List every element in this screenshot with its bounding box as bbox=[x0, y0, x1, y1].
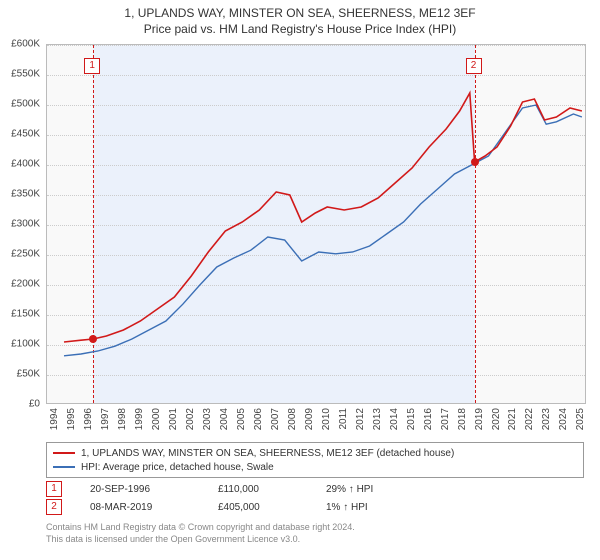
y-tick-label: £600K bbox=[0, 39, 40, 50]
legend-swatch-price-paid bbox=[53, 452, 75, 454]
legend-swatch-hpi bbox=[53, 466, 75, 468]
event-marker-box: 1 bbox=[84, 58, 100, 74]
footer-line1: Contains HM Land Registry data © Crown c… bbox=[46, 522, 355, 534]
y-tick-label: £0 bbox=[0, 399, 40, 410]
legend-row-hpi: HPI: Average price, detached house, Swal… bbox=[53, 460, 577, 474]
event-row-2: 2 08-MAR-2019 £405,000 1% ↑ HPI bbox=[46, 498, 426, 516]
event-dot bbox=[89, 335, 97, 343]
series-price_paid bbox=[64, 93, 582, 342]
event-hpi-delta: 29% ↑ HPI bbox=[326, 484, 426, 495]
y-tick-label: £250K bbox=[0, 249, 40, 260]
footer-line2: This data is licensed under the Open Gov… bbox=[46, 534, 355, 546]
event-date: 20-SEP-1996 bbox=[90, 484, 190, 495]
event-marker-icon: 1 bbox=[46, 481, 62, 497]
event-marker-icon: 2 bbox=[46, 499, 62, 515]
event-price: £405,000 bbox=[218, 502, 298, 513]
line-series-svg bbox=[47, 45, 587, 405]
title-main: 1, UPLANDS WAY, MINSTER ON SEA, SHEERNES… bbox=[0, 6, 600, 20]
y-tick-label: £200K bbox=[0, 279, 40, 290]
plot-area: 12 £0£50K£100K£150K£200K£250K£300K£350K£… bbox=[46, 44, 586, 404]
events-table: 1 20-SEP-1996 £110,000 29% ↑ HPI 2 08-MA… bbox=[46, 480, 426, 516]
title-block: 1, UPLANDS WAY, MINSTER ON SEA, SHEERNES… bbox=[0, 0, 600, 36]
y-tick-label: £350K bbox=[0, 189, 40, 200]
event-row-1: 1 20-SEP-1996 £110,000 29% ↑ HPI bbox=[46, 480, 426, 498]
legend-row-price-paid: 1, UPLANDS WAY, MINSTER ON SEA, SHEERNES… bbox=[53, 446, 577, 460]
y-tick-label: £150K bbox=[0, 309, 40, 320]
event-dot bbox=[471, 158, 479, 166]
legend-label-price-paid: 1, UPLANDS WAY, MINSTER ON SEA, SHEERNES… bbox=[81, 448, 454, 459]
event-date: 08-MAR-2019 bbox=[90, 502, 190, 513]
event-price: £110,000 bbox=[218, 484, 298, 495]
series-hpi bbox=[64, 105, 582, 356]
y-tick-label: £550K bbox=[0, 69, 40, 80]
y-tick-label: £100K bbox=[0, 339, 40, 350]
y-tick-label: £450K bbox=[0, 129, 40, 140]
y-tick-label: £400K bbox=[0, 159, 40, 170]
plot-inner bbox=[46, 44, 586, 404]
y-tick-label: £50K bbox=[0, 369, 40, 380]
event-marker-box: 2 bbox=[466, 58, 482, 74]
y-tick-label: £300K bbox=[0, 219, 40, 230]
legend-box: 1, UPLANDS WAY, MINSTER ON SEA, SHEERNES… bbox=[46, 442, 584, 478]
footer-attribution: Contains HM Land Registry data © Crown c… bbox=[46, 522, 355, 545]
title-sub: Price paid vs. HM Land Registry's House … bbox=[0, 22, 600, 36]
chart-container: 1, UPLANDS WAY, MINSTER ON SEA, SHEERNES… bbox=[0, 0, 600, 560]
event-hpi-delta: 1% ↑ HPI bbox=[326, 502, 426, 513]
legend-label-hpi: HPI: Average price, detached house, Swal… bbox=[81, 462, 274, 473]
y-tick-label: £500K bbox=[0, 99, 40, 110]
